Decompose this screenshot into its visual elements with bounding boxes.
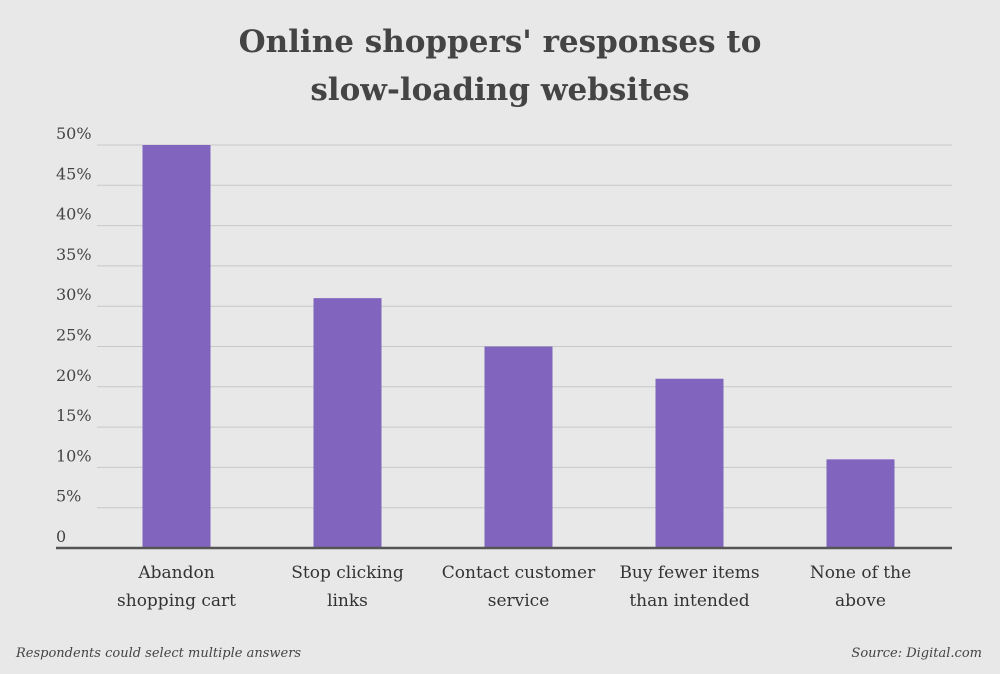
x-category-label-1-line-2: shopping cart (117, 591, 236, 611)
bar-1 (142, 145, 211, 548)
x-category-label-3-line-1: Contact customer (442, 563, 596, 583)
bar-4 (655, 378, 724, 548)
x-category-label-4-line-1: Buy fewer items (619, 563, 759, 583)
chart-title: Online shoppers' responses to slow-loadi… (0, 18, 1000, 114)
x-category-label-5-line-2: above (835, 591, 886, 611)
y-tick-label-35: 35% (56, 245, 92, 264)
footnote: Respondents could select multiple answer… (16, 646, 302, 661)
bar-5 (826, 459, 895, 548)
y-tick-label-0: 0 (56, 527, 66, 546)
y-tick-label-45: 45% (56, 164, 92, 183)
x-category-label-3-line-2: service (488, 591, 550, 611)
y-tick-label-15: 15% (56, 406, 92, 425)
x-category-label-5-line-1: None of the (810, 563, 911, 583)
y-tick-label-20: 20% (56, 366, 92, 385)
x-category-label-2-line-2: links (327, 591, 368, 611)
y-tick-label-5: 5% (56, 487, 81, 506)
bar-2 (313, 298, 382, 548)
y-tick-label-50: 50% (56, 124, 92, 143)
x-category-label-1-line-1: Abandon (137, 563, 214, 583)
y-tick-label-10: 10% (56, 446, 92, 465)
chart-title-line-2: slow-loading websites (310, 72, 690, 108)
chart-title-line-1: Online shoppers' responses to (238, 24, 762, 60)
bar-3 (484, 346, 553, 548)
y-tick-label-25: 25% (56, 326, 92, 345)
y-tick-label-40: 40% (56, 205, 92, 224)
y-tick-label-30: 30% (56, 285, 92, 304)
x-category-label-4-line-2: than intended (629, 591, 749, 611)
x-category-label-2-line-1: Stop clicking (291, 563, 404, 583)
source-credit: Source: Digital.com (851, 646, 982, 661)
